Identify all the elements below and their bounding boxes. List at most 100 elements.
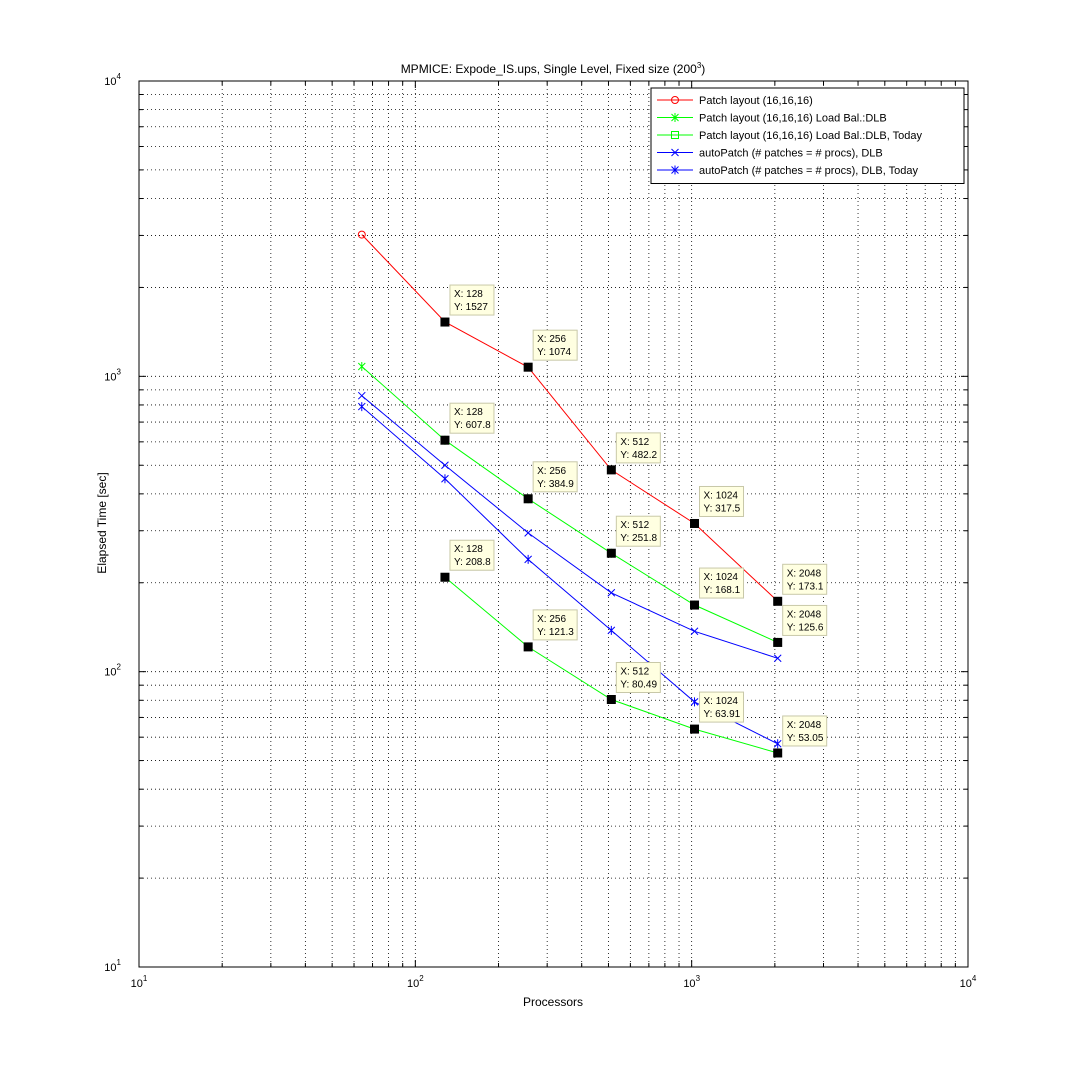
datatip-text: Y: 1074 bbox=[537, 347, 571, 358]
series-marker-5 bbox=[524, 554, 532, 564]
legend-entry-label: autoPatch (# patches = # procs), DLB bbox=[699, 148, 883, 160]
datatip-box bbox=[782, 563, 828, 595]
datatip-text: Y: 125.6 bbox=[787, 622, 824, 633]
datatip-box bbox=[782, 715, 828, 747]
x-tick-label: 104 bbox=[960, 974, 977, 990]
legend-entry-label: Patch layout (16,16,16) bbox=[699, 95, 813, 107]
datatip-marker bbox=[606, 465, 616, 475]
datatip-box bbox=[615, 662, 661, 694]
datatip-box bbox=[699, 567, 745, 599]
series-marker-5 bbox=[441, 474, 449, 484]
datatip-text: X: 1024 bbox=[704, 696, 739, 707]
series-marker-4 bbox=[773, 654, 782, 663]
datatip-marker bbox=[690, 518, 700, 528]
series-marker-4 bbox=[607, 588, 616, 597]
datatip-marker bbox=[523, 494, 533, 504]
datatip-text: Y: 173.1 bbox=[787, 581, 824, 592]
chart-title: MPMICE: Expode_IS.ups, Single Level, Fix… bbox=[401, 61, 706, 76]
datatip-box bbox=[449, 539, 495, 571]
legend-marker bbox=[671, 113, 679, 122]
datatip-marker bbox=[523, 362, 533, 372]
datatip-text: X: 512 bbox=[620, 437, 649, 448]
legend-marker bbox=[671, 148, 679, 157]
datatip-box bbox=[615, 515, 661, 547]
datatip-text: X: 2048 bbox=[787, 609, 822, 620]
series-marker-4 bbox=[357, 391, 366, 400]
datatip-marker bbox=[773, 748, 783, 758]
datatip-text: X: 2048 bbox=[787, 720, 822, 731]
datatip-text: X: 256 bbox=[537, 334, 566, 345]
datatip-box bbox=[532, 461, 578, 493]
datatip-text: X: 512 bbox=[620, 520, 649, 531]
datatip-marker bbox=[440, 435, 450, 445]
datatip-text: Y: 80.49 bbox=[620, 680, 657, 691]
series-line-1 bbox=[361, 234, 779, 602]
datatip-box bbox=[699, 485, 745, 517]
datatip-marker bbox=[773, 637, 783, 647]
y-tick-label: 101 bbox=[104, 958, 121, 974]
series-marker-4 bbox=[441, 461, 449, 470]
datatip-box bbox=[532, 329, 578, 361]
datatip-text: Y: 482.2 bbox=[620, 450, 657, 461]
y-axis-label: Elapsed Time [sec] bbox=[95, 472, 109, 573]
axis-ticks: 101 102 103 104 101 102 103 104 bbox=[104, 72, 977, 990]
series-marker-5 bbox=[607, 625, 616, 635]
x-tick-label: 103 bbox=[683, 974, 700, 990]
legend-box bbox=[650, 87, 965, 184]
legend-entry-label: autoPatch (# patches = # procs), DLB, To… bbox=[699, 165, 919, 177]
legend-entry-label: Patch layout (16,16,16) Load Bal.:DLB bbox=[699, 113, 887, 125]
y-tick-label: 102 bbox=[104, 663, 121, 679]
legend-marker bbox=[671, 165, 679, 175]
datatip-box bbox=[699, 691, 745, 723]
series-marker-1 bbox=[357, 230, 366, 239]
data-tips: X: 128 Y: 1527 X: 256 Y: 1074 X: 512 Y: 482.2… bbox=[440, 284, 828, 758]
datatip-box bbox=[615, 432, 661, 464]
datatip-text: Y: 607.8 bbox=[454, 420, 491, 431]
datatip-text: X: 2048 bbox=[787, 568, 822, 579]
datatip-text: Y: 168.1 bbox=[704, 585, 741, 596]
series-marker-4 bbox=[690, 627, 699, 636]
series-line-4 bbox=[361, 395, 778, 659]
datatip-text: X: 256 bbox=[537, 614, 566, 625]
datatip-marker bbox=[690, 600, 700, 610]
datatip-box bbox=[449, 402, 495, 434]
series-marker-2 bbox=[357, 361, 366, 371]
x-axis-label: Processors bbox=[523, 995, 583, 1009]
datatip-marker bbox=[523, 642, 533, 652]
datatip-marker bbox=[773, 596, 783, 606]
datatip-text: Y: 317.5 bbox=[704, 503, 741, 514]
datatip-box bbox=[532, 609, 578, 641]
legend-marker bbox=[671, 131, 679, 139]
datatip-marker bbox=[606, 548, 616, 558]
series-marker-5 bbox=[773, 739, 782, 749]
datatip-text: Y: 121.3 bbox=[537, 627, 574, 638]
datatip-text: Y: 251.8 bbox=[620, 533, 657, 544]
x-tick-label: 101 bbox=[131, 974, 148, 990]
y-tick-label: 103 bbox=[104, 367, 121, 383]
datatip-box bbox=[449, 284, 495, 316]
legend-marker bbox=[671, 96, 679, 104]
datatip-marker bbox=[440, 317, 450, 327]
datatip-text: Y: 384.9 bbox=[537, 479, 574, 490]
datatip-text: X: 128 bbox=[454, 544, 483, 555]
legend-entry-label: Patch layout (16,16,16) Load Bal.:DLB, T… bbox=[699, 130, 922, 142]
datatip-marker bbox=[606, 695, 616, 705]
series-marker-4 bbox=[524, 529, 532, 537]
datatip-text: X: 1024 bbox=[704, 490, 739, 501]
datatip-text: Y: 53.05 bbox=[787, 733, 824, 744]
datatip-text: Y: 1527 bbox=[454, 302, 488, 313]
datatip-marker bbox=[690, 724, 700, 734]
x-tick-label: 102 bbox=[407, 974, 424, 990]
series-marker-5 bbox=[690, 697, 699, 707]
datatip-text: X: 1024 bbox=[704, 572, 739, 583]
datatip-box bbox=[782, 604, 828, 636]
series-line-2 bbox=[361, 366, 778, 643]
datatip-text: X: 256 bbox=[537, 466, 566, 477]
legend: Patch layout (16,16,16) Patch layout (16,… bbox=[650, 87, 965, 184]
datatip-marker bbox=[440, 572, 450, 582]
datatip-text: X: 512 bbox=[620, 667, 649, 678]
datatip-text: X: 128 bbox=[454, 289, 483, 300]
y-tick-label: 104 bbox=[104, 72, 121, 88]
datatip-text: Y: 63.91 bbox=[704, 709, 741, 720]
